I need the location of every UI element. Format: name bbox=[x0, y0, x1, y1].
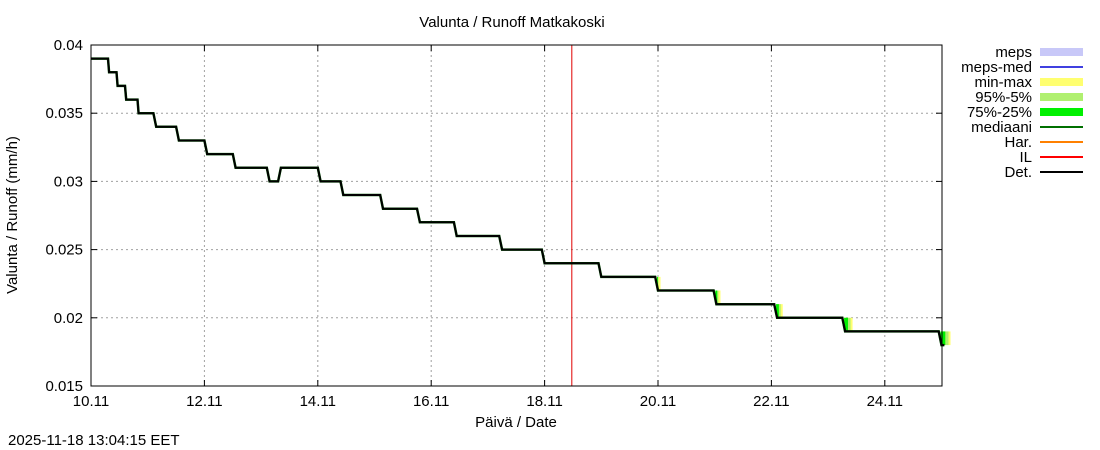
legend: mepsmeps-medmin-max95%-5%75%-25%mediaani… bbox=[961, 44, 1083, 181]
legend-swatch bbox=[1040, 108, 1083, 116]
y-tick-label: 0.03 bbox=[54, 173, 83, 190]
legend-label: mediaani bbox=[971, 119, 1032, 136]
grid-lines bbox=[91, 45, 942, 386]
y-tick-label: 0.04 bbox=[54, 37, 83, 54]
x-axis-ticks: 10.11 12.11 14.11 16.11 18.11 20.11 22.11 24.11 bbox=[73, 45, 903, 410]
legend-label: IL bbox=[1019, 149, 1032, 166]
legend-label: Det. bbox=[1004, 164, 1032, 181]
det-series bbox=[91, 57, 945, 347]
x-tick-label: 14.11 bbox=[300, 393, 336, 410]
plot-frame bbox=[90, 44, 943, 387]
chart-title: Valunta / Runoff Matkakoski bbox=[419, 14, 604, 31]
x-tick-label: 10.11 bbox=[73, 393, 109, 410]
legend-label: 75%-25% bbox=[967, 104, 1032, 121]
x-tick-label: 24.11 bbox=[867, 393, 903, 410]
legend-label: Har. bbox=[1004, 134, 1032, 151]
timestamp: 2025-11-18 13:04:15 EET bbox=[8, 432, 180, 449]
x-tick-label: 16.11 bbox=[413, 393, 449, 410]
legend-swatch bbox=[1040, 78, 1083, 86]
legend-label: meps bbox=[995, 44, 1032, 61]
legend-label: min-max bbox=[974, 74, 1032, 91]
x-tick-label: 20.11 bbox=[640, 393, 676, 410]
legend-label: 95%-5% bbox=[975, 89, 1032, 106]
legend-swatch bbox=[1040, 48, 1083, 56]
y-tick-label: 0.02 bbox=[54, 310, 83, 327]
y-tick-label: 0.025 bbox=[45, 242, 83, 259]
x-axis-label: Päivä / Date bbox=[475, 414, 557, 431]
ensemble-bands bbox=[657, 276, 951, 346]
legend-swatch bbox=[1040, 93, 1083, 101]
x-tick-label: 22.11 bbox=[753, 393, 789, 410]
x-tick-label: 18.11 bbox=[526, 393, 562, 410]
y-axis-label: Valunta / Runoff (mm/h) bbox=[4, 136, 21, 294]
y-tick-label: 0.015 bbox=[45, 378, 83, 395]
legend-label: meps-med bbox=[961, 59, 1032, 76]
y-tick-label: 0.035 bbox=[45, 105, 83, 122]
x-tick-label: 12.11 bbox=[186, 393, 222, 410]
y-axis-ticks: 0.015 0.02 0.025 0.03 0.035 0.04 bbox=[45, 37, 942, 395]
